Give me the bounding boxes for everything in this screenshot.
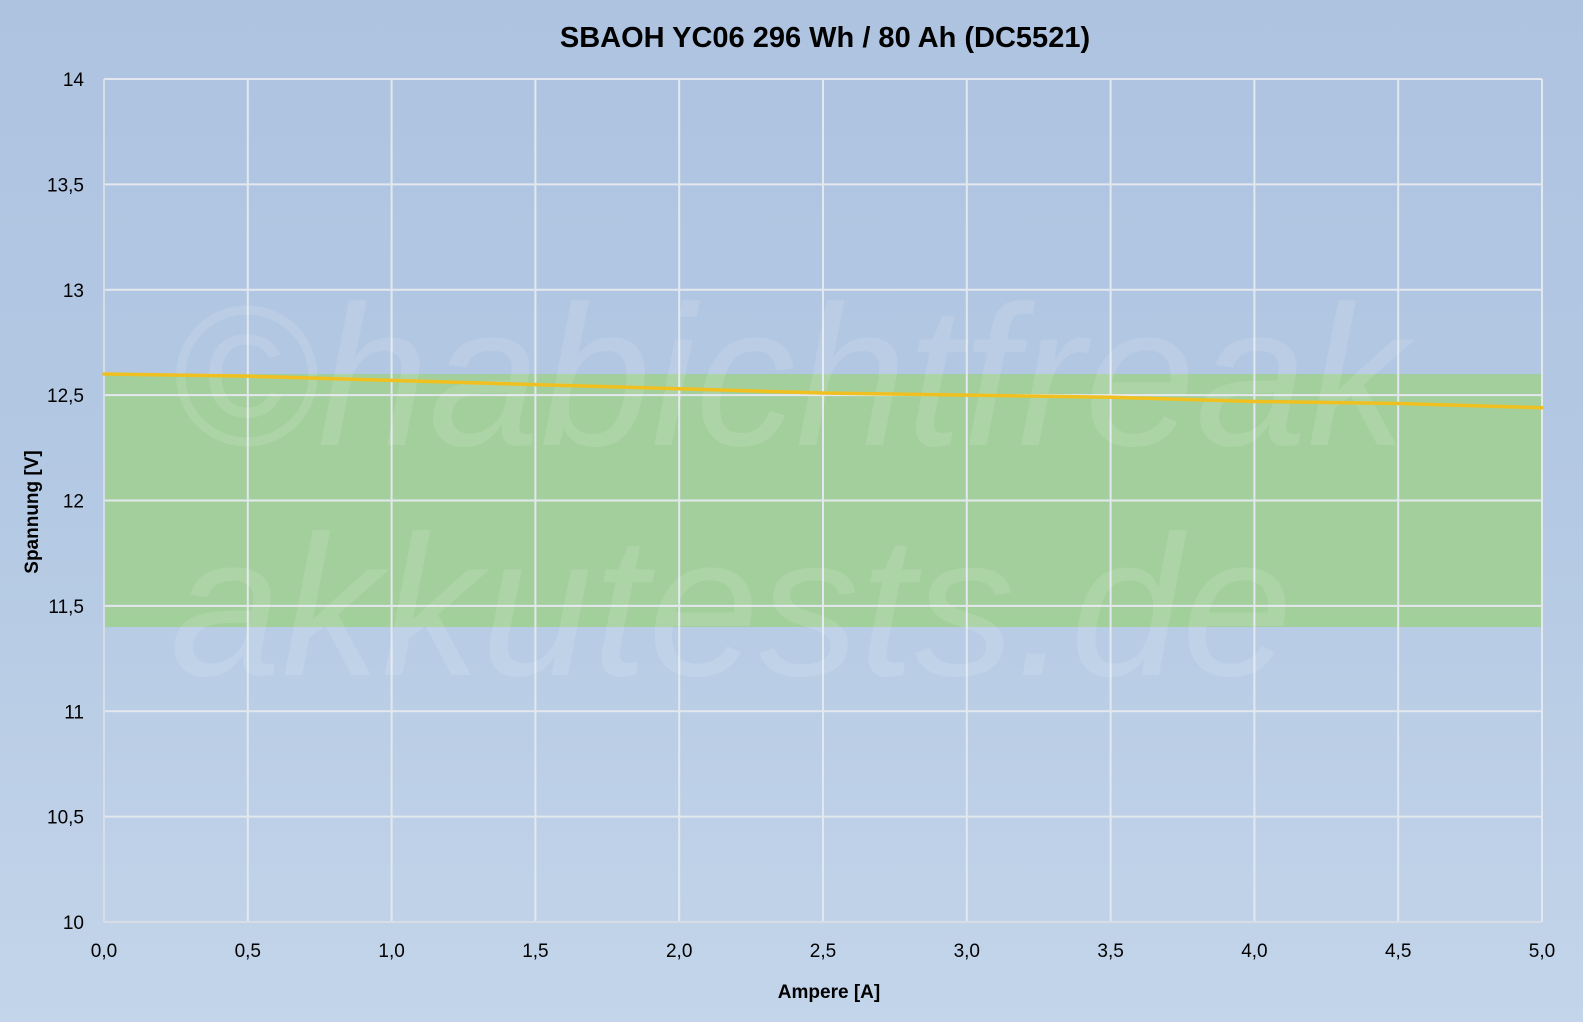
chart-title: SBAOH YC06 296 Wh / 80 Ah (DC5521) bbox=[560, 22, 1090, 54]
y-tick-label: 11,5 bbox=[48, 597, 84, 618]
data-point bbox=[677, 387, 681, 391]
y-tick-labels: 10 10,5 11 11,5 12 12,5 13 13,5 14 bbox=[47, 70, 84, 934]
data-point bbox=[1396, 402, 1400, 406]
y-tick-label: 10 bbox=[63, 913, 84, 934]
x-tick-label: 3,5 bbox=[1097, 941, 1123, 962]
data-point bbox=[821, 391, 825, 395]
watermark-text: ©habichtfreak bbox=[170, 265, 1416, 488]
watermark-text: akkutests.de bbox=[170, 495, 1293, 718]
y-tick-label: 12,5 bbox=[47, 386, 84, 407]
y-tick-label: 13 bbox=[63, 281, 84, 302]
x-tick-label: 1,5 bbox=[522, 941, 548, 962]
y-tick-label: 12 bbox=[63, 492, 84, 513]
x-axis-label: Ampere [A] bbox=[778, 982, 880, 1003]
x-tick-label: 1,0 bbox=[378, 941, 404, 962]
data-point bbox=[102, 372, 106, 376]
x-tick-label: 2,5 bbox=[810, 941, 836, 962]
data-point bbox=[533, 383, 537, 387]
x-tick-label: 5,0 bbox=[1529, 941, 1555, 962]
y-tick-label: 13,5 bbox=[47, 175, 84, 196]
x-tick-labels: 0,0 0,5 1,0 1,5 2,0 2,5 3,0 3,5 4,0 4,5 5,0 bbox=[91, 941, 1555, 962]
grid bbox=[103, 78, 1543, 923]
x-tick-label: 4,5 bbox=[1385, 941, 1411, 962]
series-layer bbox=[102, 372, 1544, 410]
y-tick-label: 11 bbox=[64, 702, 84, 723]
x-tick-label: 4,0 bbox=[1241, 941, 1267, 962]
data-point bbox=[1109, 395, 1113, 399]
y-tick-label: 14 bbox=[63, 70, 85, 91]
data-point bbox=[965, 393, 969, 397]
data-point bbox=[390, 378, 394, 382]
y-axis-label: Spannung [V] bbox=[22, 450, 43, 573]
data-point bbox=[1540, 406, 1544, 410]
axes bbox=[103, 79, 1542, 923]
x-tick-label: 2,0 bbox=[666, 941, 692, 962]
y-tick-label: 10,5 bbox=[47, 808, 84, 829]
x-tick-label: 3,0 bbox=[954, 941, 980, 962]
data-point bbox=[1252, 399, 1256, 403]
x-tick-label: 0,5 bbox=[235, 941, 261, 962]
x-tick-label: 0,0 bbox=[91, 941, 117, 962]
data-point bbox=[246, 374, 250, 378]
